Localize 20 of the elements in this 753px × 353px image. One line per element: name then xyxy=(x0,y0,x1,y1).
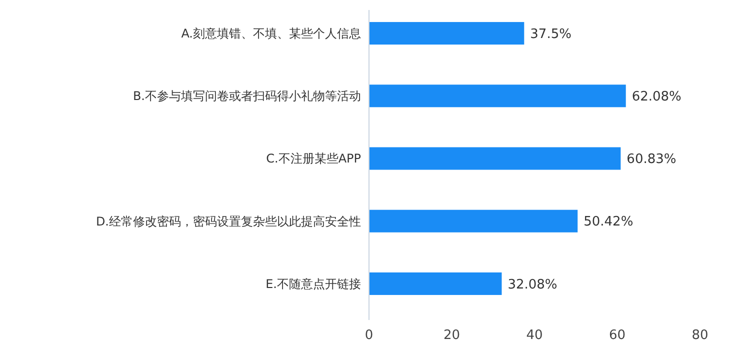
data-label: 62.08% xyxy=(632,89,682,104)
y-tick-label: C.不注册某些APP xyxy=(266,152,361,166)
data-label: 60.83% xyxy=(626,152,676,168)
x-tick-label: 80 xyxy=(692,328,708,343)
bar xyxy=(369,84,626,108)
x-tick-label: 60 xyxy=(608,328,626,343)
data-label: 37.5% xyxy=(530,26,572,42)
x-tick-label: 40 xyxy=(526,328,543,343)
bar xyxy=(369,147,621,170)
y-tick-label: D.经常修改密码，密码设置复杂些以此提高安全性 xyxy=(96,214,361,228)
y-tick-label: A.刻意填错、不填、某些个人信息 xyxy=(181,26,361,40)
bar xyxy=(369,22,524,45)
x-tick-label: 20 xyxy=(443,328,460,343)
data-label: 50.42% xyxy=(584,214,634,230)
data-label: 32.08% xyxy=(508,277,558,292)
y-tick-label: B.不参与填写问卷或者扫码得小礼物等活动 xyxy=(132,89,361,104)
bar xyxy=(369,210,578,232)
bar xyxy=(369,272,502,295)
y-tick-label: E.不随意点开链接 xyxy=(266,276,361,291)
x-tick-label: 0 xyxy=(364,328,374,343)
